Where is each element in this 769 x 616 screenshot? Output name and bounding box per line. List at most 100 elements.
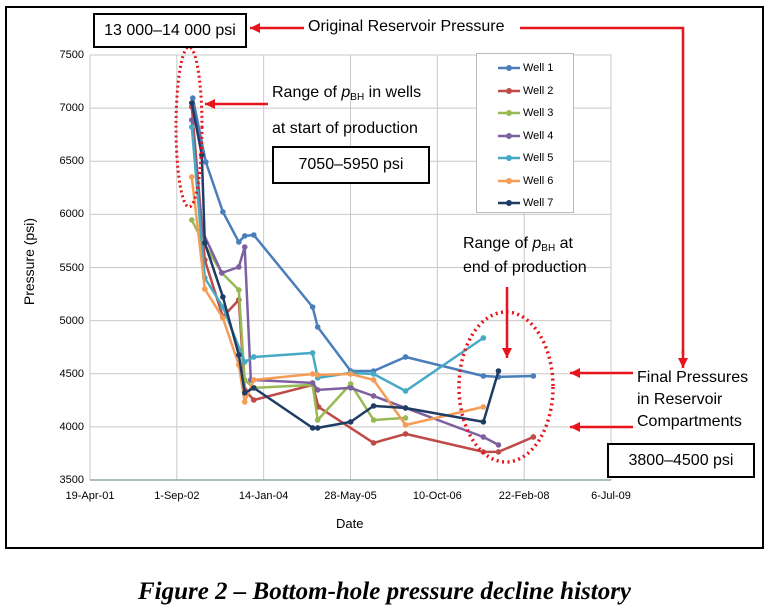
figure-caption: Figure 2 – Bottom-hole pressure decline … bbox=[137, 578, 632, 605]
y-tick-label: 3500 bbox=[59, 474, 84, 486]
legend-item: Well 7 bbox=[477, 192, 573, 215]
data-point-well-1 bbox=[530, 373, 537, 379]
data-point-well-2 bbox=[530, 434, 537, 440]
data-point-well-3 bbox=[188, 217, 195, 223]
x-tick-label: 1-Sep-02 bbox=[154, 490, 200, 502]
data-point-well-5 bbox=[188, 124, 195, 130]
data-point-well-1 bbox=[314, 324, 321, 330]
data-point-well-4 bbox=[314, 387, 321, 393]
y-axis-label: Pressure (psi) bbox=[21, 218, 37, 306]
final-pressures-line3: Compartments bbox=[637, 413, 742, 430]
start-range-line1: Range of pBH in wells bbox=[272, 83, 421, 103]
data-point-well-6 bbox=[309, 371, 316, 377]
final-pressures-line1: Final Pressures bbox=[637, 369, 749, 386]
legend-item: Well 4 bbox=[477, 125, 573, 148]
data-point-well-7 bbox=[314, 425, 321, 431]
data-point-well-5 bbox=[480, 335, 487, 341]
data-point-well-5 bbox=[370, 371, 377, 377]
data-point-well-7 bbox=[241, 390, 248, 396]
data-point-well-5 bbox=[402, 388, 409, 394]
end-range-ellipse bbox=[457, 310, 555, 464]
start-range-text-2: in wells bbox=[364, 84, 422, 101]
x-tick-label: 19-Apr-01 bbox=[65, 490, 115, 502]
p-symbol: p bbox=[532, 235, 542, 252]
bh-subscript: BH bbox=[541, 243, 556, 254]
start-range-arrow-head bbox=[205, 99, 215, 109]
legend-item: Well 5 bbox=[477, 147, 573, 170]
end-range-line1: Range of pBH at bbox=[463, 234, 573, 254]
x-tick-label: 6-Jul-09 bbox=[591, 490, 631, 502]
data-point-well-5 bbox=[250, 354, 257, 360]
data-point-well-7 bbox=[188, 100, 195, 106]
y-tick-label: 5500 bbox=[59, 261, 84, 274]
data-point-well-6 bbox=[347, 371, 354, 377]
data-point-well-1 bbox=[220, 209, 226, 215]
final-pressure-box: 3800–4500 psi bbox=[607, 443, 755, 478]
data-point-well-2 bbox=[402, 431, 409, 437]
y-tick-label: 6500 bbox=[59, 155, 84, 168]
data-point-well-1 bbox=[402, 354, 409, 360]
y-tick-label: 7500 bbox=[59, 49, 84, 61]
data-point-well-7 bbox=[236, 352, 242, 358]
p-symbol: p bbox=[341, 84, 351, 101]
data-point-well-7 bbox=[201, 240, 208, 246]
legend-label: Well 5 bbox=[523, 152, 554, 165]
data-point-well-2 bbox=[370, 440, 377, 446]
start-range-line2: at start of production bbox=[272, 120, 418, 137]
legend-item: Well 1 bbox=[477, 57, 573, 80]
data-point-well-3 bbox=[347, 381, 354, 387]
x-axis-label: Date bbox=[336, 516, 364, 531]
data-point-well-3 bbox=[370, 417, 377, 423]
data-point-well-7 bbox=[480, 419, 487, 425]
series-line-well-1 bbox=[191, 97, 534, 379]
data-point-well-7 bbox=[347, 419, 354, 425]
data-point-well-7 bbox=[220, 294, 226, 300]
x-tick-label: 10-Oct-06 bbox=[412, 490, 462, 502]
end-range-text-2: at bbox=[555, 235, 573, 252]
data-point-well-6 bbox=[250, 377, 257, 383]
legend-label: Well 6 bbox=[523, 174, 554, 187]
data-point-well-4 bbox=[219, 270, 225, 276]
series-line-well-6 bbox=[190, 176, 484, 427]
data-point-well-6 bbox=[402, 422, 409, 428]
data-point-well-6 bbox=[370, 377, 377, 383]
data-point-well-1 bbox=[203, 159, 209, 165]
legend-marker bbox=[498, 132, 520, 139]
legend-marker bbox=[498, 177, 520, 184]
data-point-well-1 bbox=[250, 232, 257, 238]
data-point-well-7 bbox=[309, 425, 316, 431]
original-pressure-label: Original Reservoir Pressure bbox=[308, 18, 505, 35]
data-point-well-4 bbox=[347, 385, 354, 391]
final-pressure-arrow-lower-head bbox=[570, 422, 580, 432]
legend: Well 1 Well 2 Well 3 Well 4 Well 5 Well 6 Well… bbox=[476, 53, 574, 213]
data-point-well-4 bbox=[236, 264, 242, 270]
legend-label: Well 3 bbox=[523, 107, 554, 120]
legend-marker bbox=[498, 155, 520, 162]
legend-label: Well 4 bbox=[523, 129, 554, 142]
legend-label: Well 1 bbox=[523, 62, 554, 75]
final-pressures-line2: in Reservoir bbox=[637, 391, 723, 408]
x-tick-label: 28-May-05 bbox=[324, 490, 377, 502]
data-point-well-6 bbox=[220, 315, 226, 321]
legend-item: Well 6 bbox=[477, 170, 573, 193]
original-pressure-arrow-head bbox=[250, 23, 260, 33]
y-tick-label: 4000 bbox=[59, 420, 84, 433]
x-tick-label: 14-Jan-04 bbox=[238, 490, 289, 502]
data-point-well-5 bbox=[309, 350, 316, 356]
legend-label: Well 2 bbox=[523, 84, 554, 97]
figure-frame bbox=[5, 6, 764, 549]
end-range-line2: end of production bbox=[463, 259, 587, 276]
legend-label: Well 7 bbox=[523, 197, 554, 210]
data-point-well-1 bbox=[236, 239, 242, 245]
data-point-well-4 bbox=[188, 117, 195, 123]
start-range-text: Range of bbox=[272, 84, 342, 101]
data-point-well-7 bbox=[495, 368, 502, 374]
final-pressure-connector bbox=[520, 26, 685, 355]
start-range-box: 7050–5950 psi bbox=[272, 146, 430, 184]
end-range-text: Range of bbox=[463, 235, 533, 252]
data-point-well-1 bbox=[480, 373, 487, 379]
legend-marker bbox=[498, 200, 520, 207]
data-point-well-6 bbox=[241, 399, 248, 405]
series-line-well-4 bbox=[190, 119, 500, 447]
